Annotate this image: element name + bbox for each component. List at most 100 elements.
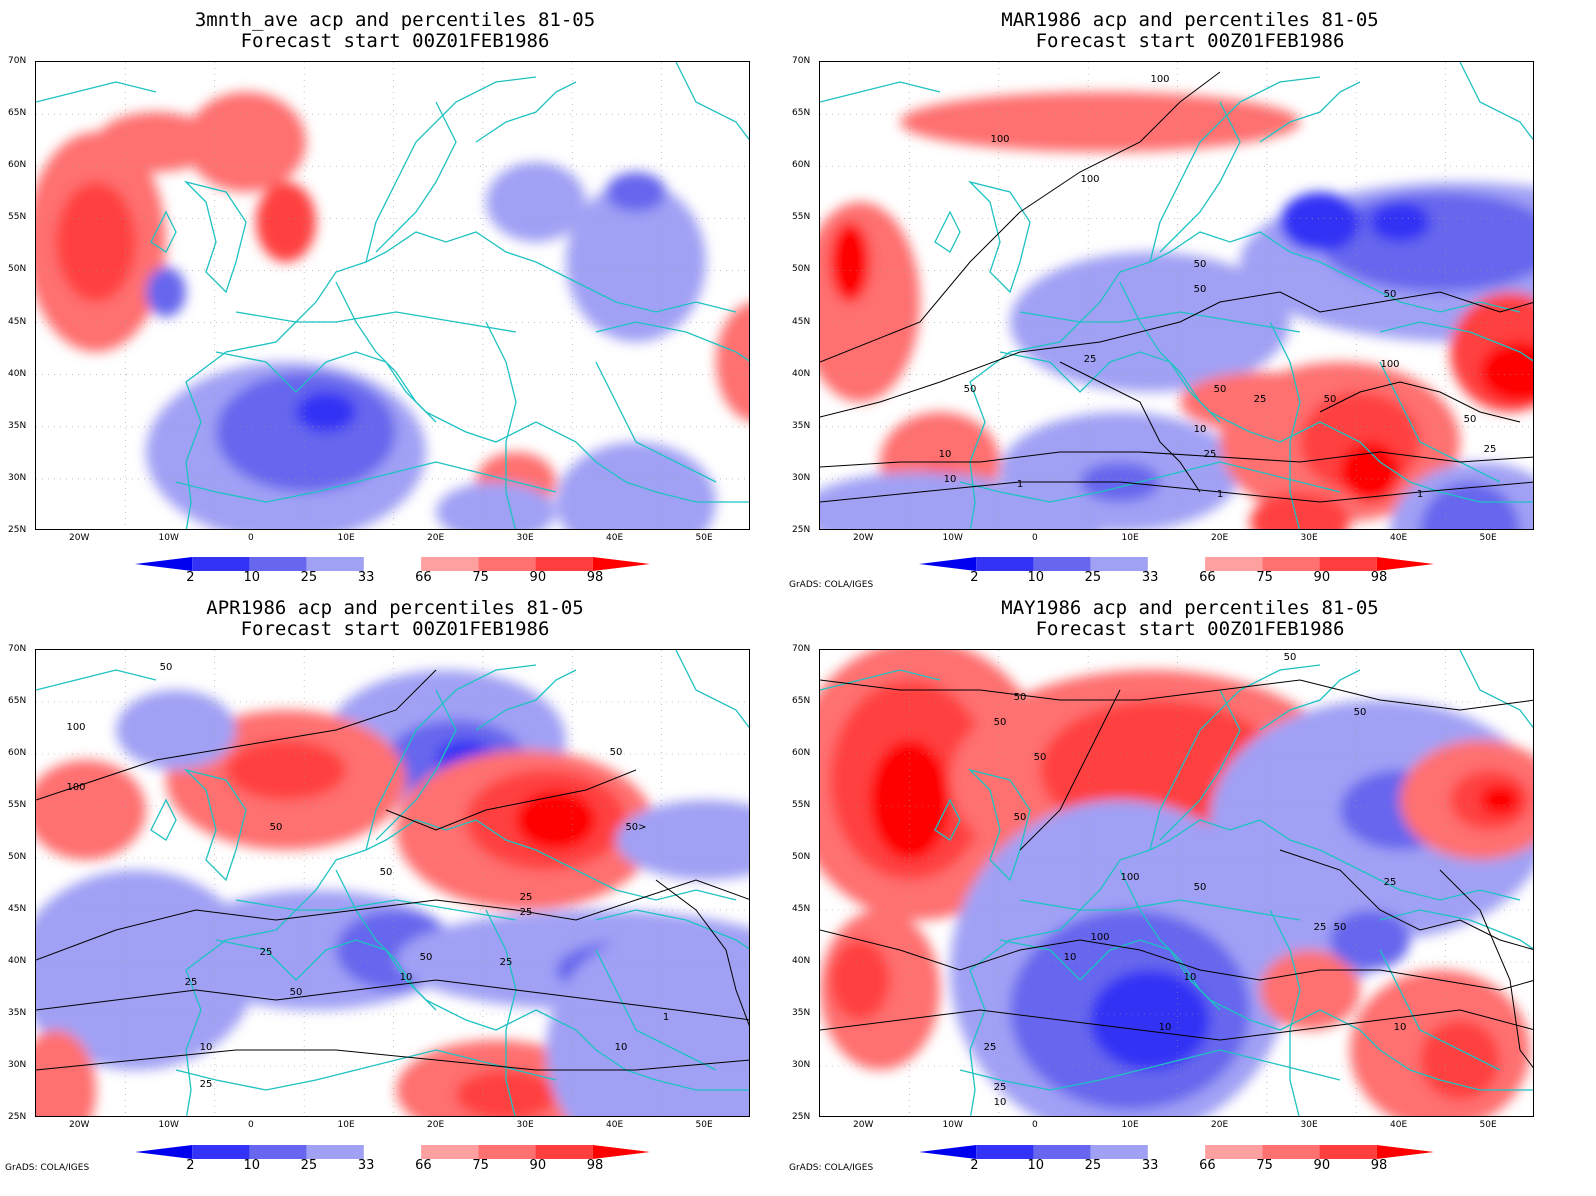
lat-label: 35N: [8, 420, 27, 431]
coastline: [1269, 909, 1301, 1116]
colorbar-swatch: [1205, 1145, 1263, 1159]
coastline: [1379, 949, 1501, 1071]
colorbar-label: 33: [1141, 570, 1159, 585]
coastline: [820, 81, 941, 103]
coastline: [959, 461, 1341, 503]
lat-label: 45N: [8, 316, 27, 327]
shade-region: [716, 302, 749, 422]
contour-line: [820, 451, 1533, 468]
contour-label: 10: [939, 449, 952, 460]
colorbar-svg: [135, 1145, 650, 1159]
contour-line: [820, 679, 1533, 711]
colorbar-arrow-right: [1376, 1145, 1434, 1159]
colorbar-label: 98: [586, 570, 604, 585]
colorbar-label: 2: [970, 1158, 979, 1173]
lat-label: 70N: [792, 644, 811, 654]
lon-label: 20W: [853, 533, 874, 543]
contour-label: 50: [1284, 652, 1297, 663]
shade-region: [1090, 970, 1210, 1070]
lat-label: 40N: [792, 368, 811, 379]
lon-label: 10E: [337, 1120, 355, 1130]
lon-label: 30E: [516, 533, 534, 543]
coastline: [595, 949, 717, 1071]
contour-label: 50: [1194, 259, 1207, 270]
colorbar-swatch: [1205, 557, 1263, 571]
panel-may1986: MAY1986 acp and percentiles 81-05 Forecas…: [784, 590, 1596, 1196]
coastline: [595, 361, 717, 483]
coastline: [959, 1049, 1341, 1091]
shade-region: [606, 172, 666, 212]
colorbar-swatch: [1090, 1145, 1148, 1159]
lat-label: 50N: [8, 852, 27, 862]
colorbar-swatch: [1090, 557, 1148, 571]
colorbar-label: 25: [1084, 1158, 1102, 1173]
colorbar-swatch: [421, 1145, 479, 1159]
shade-region: [296, 392, 356, 432]
contour-label: 10: [1194, 424, 1207, 435]
colorbar-label: 33: [357, 1158, 375, 1173]
lat-label: 40N: [8, 956, 27, 966]
contour-label: 50: [610, 747, 623, 758]
lon-label: 40E: [606, 533, 624, 543]
contour-label: 50: [1384, 289, 1397, 300]
contour-label: 50: [1464, 414, 1477, 425]
colorbar-swatch: [478, 557, 536, 571]
contour-label: 50: [380, 867, 393, 878]
map-area: [35, 61, 750, 530]
lat-label: 70N: [8, 56, 27, 66]
contour-label: 50: [994, 717, 1007, 728]
colorbar-label: 66: [415, 1158, 432, 1173]
lat-label: 35N: [8, 1008, 27, 1018]
shade-region: [56, 182, 136, 302]
colorbar-swatch: [976, 557, 1034, 571]
shade-region: [1370, 202, 1430, 242]
contour-label: 10: [944, 474, 957, 485]
contour-label: 50: [1214, 384, 1227, 395]
contour-label: 100: [1150, 74, 1169, 85]
colorbar-arrow-left: [135, 557, 193, 571]
coastline: [1019, 311, 1301, 333]
contour-label: 50: [1194, 284, 1207, 295]
contour-line: [820, 291, 1533, 418]
contour-line: [820, 1009, 1533, 1041]
coastline: [999, 939, 1533, 1091]
coastline: [999, 351, 1533, 503]
contour-label: 100: [990, 134, 1009, 145]
coastline: [967, 768, 1031, 882]
credit-label: GrADS: COLA/IGES: [789, 1163, 874, 1173]
lon-label: 50E: [695, 533, 713, 543]
shade-region: [186, 92, 306, 192]
coastline: [1459, 650, 1533, 729]
colorbar-swatch: [535, 557, 593, 571]
contour-line: [1059, 361, 1201, 493]
contour-label: 25: [1384, 877, 1397, 888]
lon-label: 0: [1032, 1120, 1038, 1130]
shade-region: [1480, 785, 1520, 815]
lat-label: 60N: [8, 748, 27, 758]
colorbar-label: 75: [472, 570, 489, 585]
lon-label: 0: [1032, 533, 1038, 543]
lat-label: 50N: [8, 264, 27, 275]
colorbar-label: 25: [300, 1158, 318, 1173]
coastline: [185, 76, 537, 529]
contour-line: [36, 979, 749, 1021]
colorbar-swatch: [1319, 557, 1377, 571]
coastline: [1119, 281, 1221, 423]
panel-title: 3mnth_ave acp and percentiles 81-05 Forec…: [194, 9, 596, 52]
lon-label: 20E: [427, 1120, 445, 1130]
coastlines: [36, 62, 749, 529]
colorbar-label: 2: [970, 570, 979, 585]
lon-label: 0: [248, 533, 254, 543]
coastline: [675, 650, 749, 729]
colorbar-label: 10: [243, 1158, 260, 1173]
colorbar-label: 25: [1084, 570, 1102, 585]
coastline: [675, 62, 749, 141]
credit-label: GrADS: COLA/IGES: [789, 580, 874, 590]
contour-label: 25: [1204, 449, 1217, 460]
coastline: [36, 669, 157, 691]
contour-label: 50: [1354, 707, 1367, 718]
lat-label: 70N: [8, 644, 27, 654]
lon-label: 0: [248, 1120, 254, 1130]
coastline: [1149, 819, 1521, 901]
lon-label: 50E: [1479, 1120, 1497, 1130]
